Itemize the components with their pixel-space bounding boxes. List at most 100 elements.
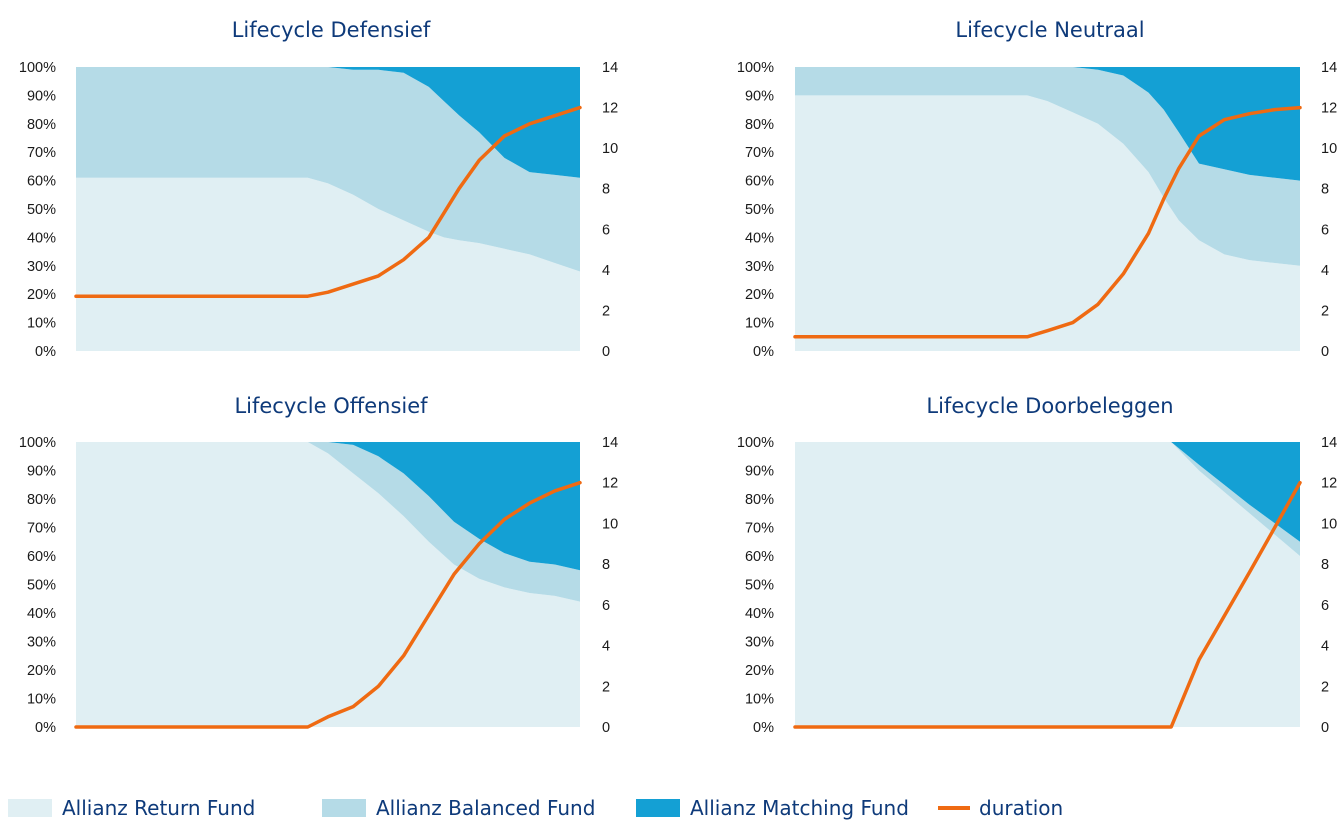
y-left-tick-label: 40%: [745, 606, 774, 622]
y-right-tick-label: 0: [602, 344, 610, 360]
y-left-tick-label: 80%: [745, 492, 774, 508]
y-left-tick-label: 60%: [745, 549, 774, 565]
y-left-tick-label: 50%: [745, 202, 774, 218]
y-left-tick-label: 0%: [35, 344, 56, 360]
y-right-tick-label: 14: [602, 435, 618, 451]
y-right-tick-label: 12: [1321, 101, 1337, 117]
area-allianz-return-fund: [795, 442, 1300, 727]
y-right-tick-label: 10: [1321, 516, 1337, 532]
y-left-tick-label: 70%: [745, 145, 774, 161]
y-left-tick-label: 90%: [27, 88, 56, 104]
legend-swatch-matching-fund: [636, 799, 680, 817]
y-left-tick-label: 100%: [737, 60, 774, 76]
legend-item-matching-fund: Allianz Matching Fund: [636, 796, 909, 820]
chart-lifecycle-defensief: Lifecycle Defensief 0% 10% 20% 30% 40% 50% 60% 7…: [19, 18, 618, 360]
duration-line: [74, 105, 582, 298]
y-left-tick-label: 40%: [27, 606, 56, 622]
y-left-tick-label: 70%: [745, 521, 774, 537]
y-left-tick-label: 80%: [27, 492, 56, 508]
y-right-tick-label: 2: [1321, 303, 1329, 319]
y-left-tick-label: 30%: [745, 635, 774, 651]
y-left-tick-label: 60%: [27, 174, 56, 190]
area-allianz-balanced-fund: [795, 67, 1300, 266]
y-left-tick-label: 0%: [753, 344, 774, 360]
y-right-tick-label: 8: [602, 557, 610, 573]
y-left-tick-label: 60%: [745, 174, 774, 190]
duration-line: [793, 105, 1302, 339]
chart-title: Lifecycle Neutraal: [955, 18, 1144, 42]
area-allianz-matching-fund: [76, 442, 580, 571]
chart-lifecycle-offensief: Lifecycle Offensief 0% 10% 20% 30% 40% 50% 60% 7…: [19, 394, 618, 736]
y-right-tick-label: 2: [1321, 679, 1329, 695]
legend-item-duration: duration: [938, 796, 1063, 820]
y-left-tick-label: 70%: [27, 145, 56, 161]
y-right-tick-label: 8: [602, 182, 610, 198]
y-left-tick-label: 100%: [737, 435, 774, 451]
y-right-tick-label: 0: [1321, 720, 1329, 736]
area-allianz-matching-fund: [795, 67, 1300, 181]
y-left-tick-label: 80%: [27, 117, 56, 133]
y-left-tick-label: 10%: [745, 692, 774, 708]
y-left-tick-label: 10%: [745, 316, 774, 332]
chart-title: Lifecycle Defensief: [232, 18, 431, 42]
area-allianz-matching-fund: [795, 442, 1300, 542]
y-left-tick-label: 30%: [27, 635, 56, 651]
legend: Allianz Return Fund Allianz Balanced Fun…: [0, 796, 1341, 823]
legend-line-duration: [938, 806, 970, 810]
y-right-tick-label: 6: [1321, 598, 1329, 614]
y-right-tick-label: 2: [602, 303, 610, 319]
y-left-tick-label: 10%: [27, 316, 56, 332]
y-right-tick-label: 8: [1321, 182, 1329, 198]
y-left-tick-label: 50%: [27, 202, 56, 218]
y-right-tick-label: 4: [1321, 639, 1329, 655]
chart-title: Lifecycle Doorbeleggen: [926, 394, 1173, 418]
y-right-tick-label: 8: [1321, 557, 1329, 573]
chart-title: Lifecycle Offensief: [234, 394, 428, 418]
chart-lifecycle-neutraal: Lifecycle Neutraal 0% 10% 20% 30% 40% 50% 60% 70…: [737, 18, 1337, 360]
chart-lifecycle-doorbeleggen: Lifecycle Doorbeleggen 0% 10% 20% 30% 40% 50% 6…: [737, 394, 1337, 736]
duration-line: [793, 480, 1302, 729]
y-left-tick-label: 90%: [27, 464, 56, 480]
y-right-tick-label: 4: [1321, 263, 1329, 279]
legend-label-matching-fund: Allianz Matching Fund: [690, 796, 909, 820]
duration-line: [74, 480, 582, 729]
legend-item-balanced-fund: Allianz Balanced Fund: [322, 796, 595, 820]
y-right-tick-label: 14: [1321, 435, 1337, 451]
y-left-tick-label: 50%: [745, 578, 774, 594]
area-allianz-return-fund: [76, 442, 580, 727]
y-left-tick-label: 60%: [27, 549, 56, 565]
y-left-tick-label: 90%: [745, 464, 774, 480]
y-left-tick-label: 100%: [19, 435, 56, 451]
y-right-tick-label: 14: [1321, 60, 1337, 76]
y-left-tick-label: 50%: [27, 578, 56, 594]
y-left-tick-label: 0%: [35, 720, 56, 736]
y-left-tick-label: 0%: [753, 720, 774, 736]
area-allianz-balanced-fund: [76, 442, 580, 602]
legend-label-duration: duration: [979, 796, 1064, 820]
y-right-tick-label: 12: [1321, 476, 1337, 492]
y-right-tick-label: 12: [602, 101, 618, 117]
y-right-tick-label: 6: [602, 222, 610, 238]
y-right-tick-label: 14: [602, 60, 618, 76]
legend-label-return-fund: Allianz Return Fund: [62, 796, 256, 820]
y-right-tick-label: 0: [1321, 344, 1329, 360]
area-allianz-balanced-fund: [76, 67, 580, 272]
y-right-tick-label: 4: [602, 263, 610, 279]
y-left-tick-label: 40%: [27, 230, 56, 246]
y-right-tick-label: 4: [602, 639, 610, 655]
y-left-tick-label: 20%: [27, 287, 56, 303]
y-left-tick-label: 70%: [27, 521, 56, 537]
lifecycle-charts-canvas: Lifecycle Defensief0%10%20%30%40%50%60%7…: [19, 18, 1337, 736]
y-right-tick-label: 6: [602, 598, 610, 614]
y-left-tick-label: 90%: [745, 88, 774, 104]
y-right-tick-label: 10: [602, 516, 618, 532]
y-left-tick-label: 20%: [745, 663, 774, 679]
y-right-tick-label: 10: [1321, 141, 1337, 157]
y-left-tick-label: 10%: [27, 692, 56, 708]
y-right-tick-label: 6: [1321, 222, 1329, 238]
y-right-tick-label: 2: [602, 679, 610, 695]
y-right-tick-label: 12: [602, 476, 618, 492]
legend-label-balanced-fund: Allianz Balanced Fund: [376, 796, 596, 820]
y-left-tick-label: 30%: [745, 259, 774, 275]
y-left-tick-label: 20%: [27, 663, 56, 679]
